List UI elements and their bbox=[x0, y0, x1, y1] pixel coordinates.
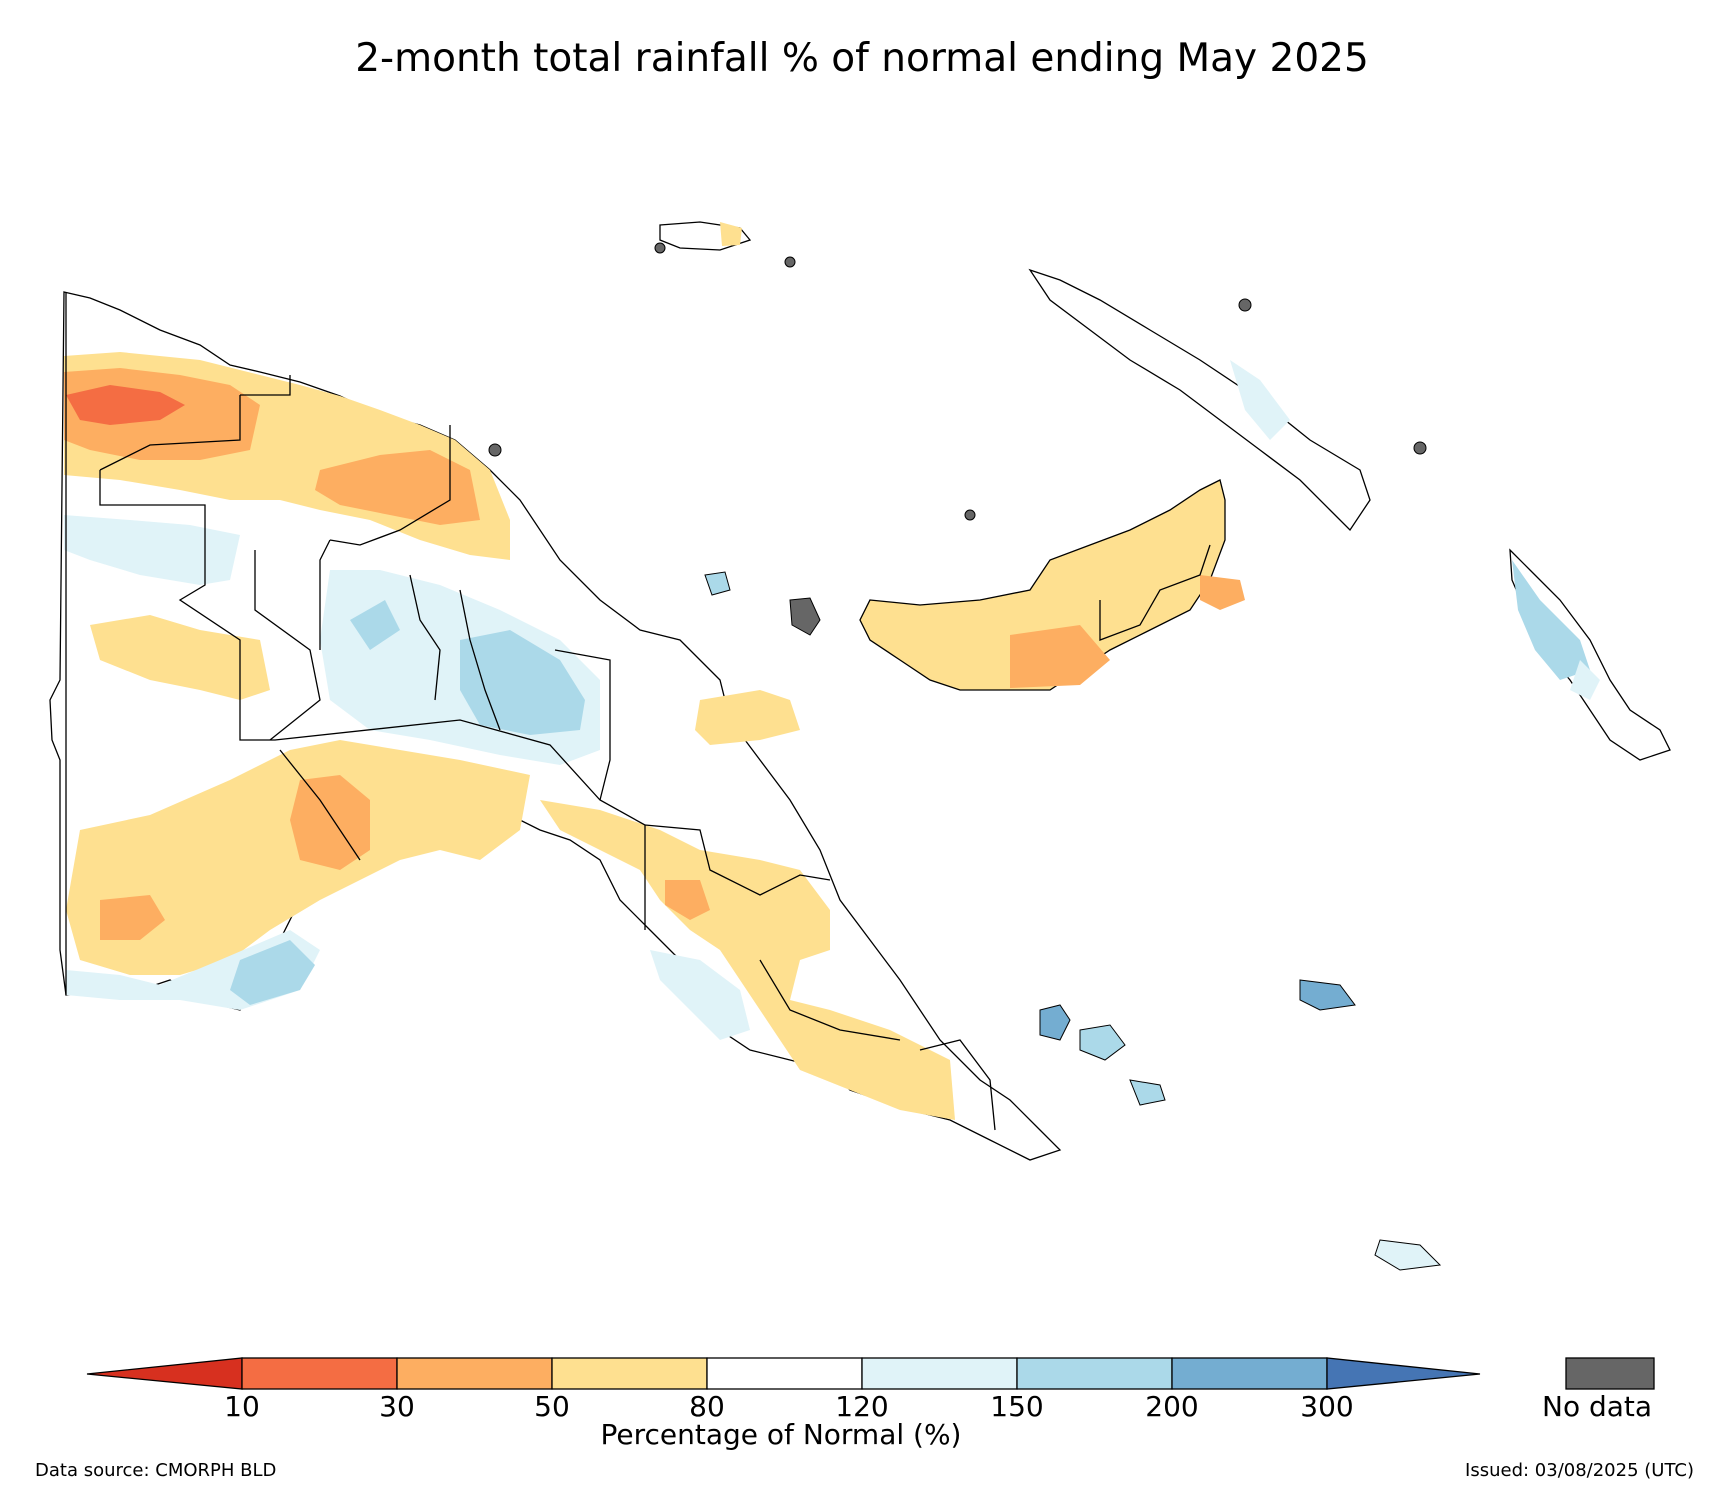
colorbar-label: Percentage of Normal (%) bbox=[600, 1418, 962, 1451]
zone-50-80-west-mid bbox=[90, 615, 270, 700]
colorbar-bin-200-300 bbox=[1171, 1357, 1328, 1390]
zone-120-150-new-ireland bbox=[1230, 360, 1290, 440]
colorbar-bin-30-50 bbox=[396, 1357, 553, 1390]
zone-50-80-gulf bbox=[66, 740, 530, 975]
island-nodata-5 bbox=[1413, 441, 1427, 455]
data-source: Data source: CMORPH BLD bbox=[35, 1460, 277, 1481]
colorbar-tick: 120 bbox=[835, 1390, 889, 1423]
island-se-2 bbox=[1079, 1024, 1126, 1061]
island-nodata-6 bbox=[654, 242, 666, 254]
colorbar-tick: 30 bbox=[379, 1390, 415, 1423]
colorbar-bin-80-120 bbox=[706, 1357, 863, 1390]
colorbar-bin-150-200 bbox=[1016, 1357, 1173, 1390]
zone-50-80-north-coast bbox=[695, 690, 800, 745]
colorbar-tick: 300 bbox=[1300, 1390, 1354, 1423]
colorbar-extend-high bbox=[1326, 1357, 1481, 1390]
zone-30-50-east-mainland bbox=[665, 880, 710, 920]
colorbar-tick: 200 bbox=[1145, 1390, 1199, 1423]
island-nodata-3 bbox=[964, 509, 976, 521]
issued-date: Issued: 03/08/2025 (UTC) bbox=[1465, 1460, 1694, 1481]
island-nodata-2 bbox=[488, 443, 502, 457]
island-se-5 bbox=[1129, 1079, 1166, 1106]
bougainville-outline bbox=[1509, 548, 1671, 761]
zone-150-200-south bbox=[230, 940, 315, 1005]
zone-150-200-highlands bbox=[460, 630, 585, 735]
island-nodata-1 bbox=[789, 597, 821, 636]
island-nodata-4 bbox=[1238, 298, 1252, 312]
colorbar bbox=[86, 1357, 1655, 1390]
colorbar-tick: 150 bbox=[990, 1390, 1044, 1423]
zone-150-200-bougainville bbox=[1512, 560, 1590, 680]
colorbar-tick: 10 bbox=[224, 1390, 260, 1423]
island-se-4 bbox=[1374, 1239, 1442, 1271]
map-title: 2-month total rainfall % of normal endin… bbox=[355, 36, 1369, 81]
colorbar-bin-50-80 bbox=[551, 1357, 708, 1390]
zone-30-50-gulf bbox=[290, 775, 370, 870]
nodata-swatch bbox=[1565, 1357, 1655, 1390]
colorbar-extend-low bbox=[86, 1357, 243, 1390]
new-ireland-outline bbox=[1028, 268, 1371, 532]
zone-30-50-new-britain-east bbox=[1200, 575, 1245, 610]
colorbar-tick: 50 bbox=[534, 1390, 570, 1423]
island-nodata-7 bbox=[784, 256, 796, 268]
colorbar-bin-120-150 bbox=[861, 1357, 1018, 1390]
zone-120-150-west bbox=[64, 515, 240, 585]
island-se-1 bbox=[1039, 1004, 1071, 1041]
island-se-3 bbox=[1299, 979, 1356, 1011]
zone-120-150-se bbox=[650, 950, 750, 1040]
nodata-label: No data bbox=[1542, 1390, 1653, 1423]
province-boundaries bbox=[65, 292, 1211, 1131]
zone-30-50-sw bbox=[100, 895, 165, 940]
zone-30-50-new-britain bbox=[1010, 625, 1110, 688]
zone-50-80-manus bbox=[720, 222, 742, 246]
island-north-1 bbox=[704, 571, 731, 596]
zone-150-200-small bbox=[350, 600, 400, 650]
colorbar-tick: 80 bbox=[689, 1390, 725, 1423]
zone-50-80-east-mainland bbox=[540, 800, 955, 1120]
zone-120-150-bougainville bbox=[1570, 660, 1600, 700]
colorbar-bin-10-30 bbox=[241, 1357, 398, 1390]
zone-10-30-nw bbox=[66, 385, 185, 425]
